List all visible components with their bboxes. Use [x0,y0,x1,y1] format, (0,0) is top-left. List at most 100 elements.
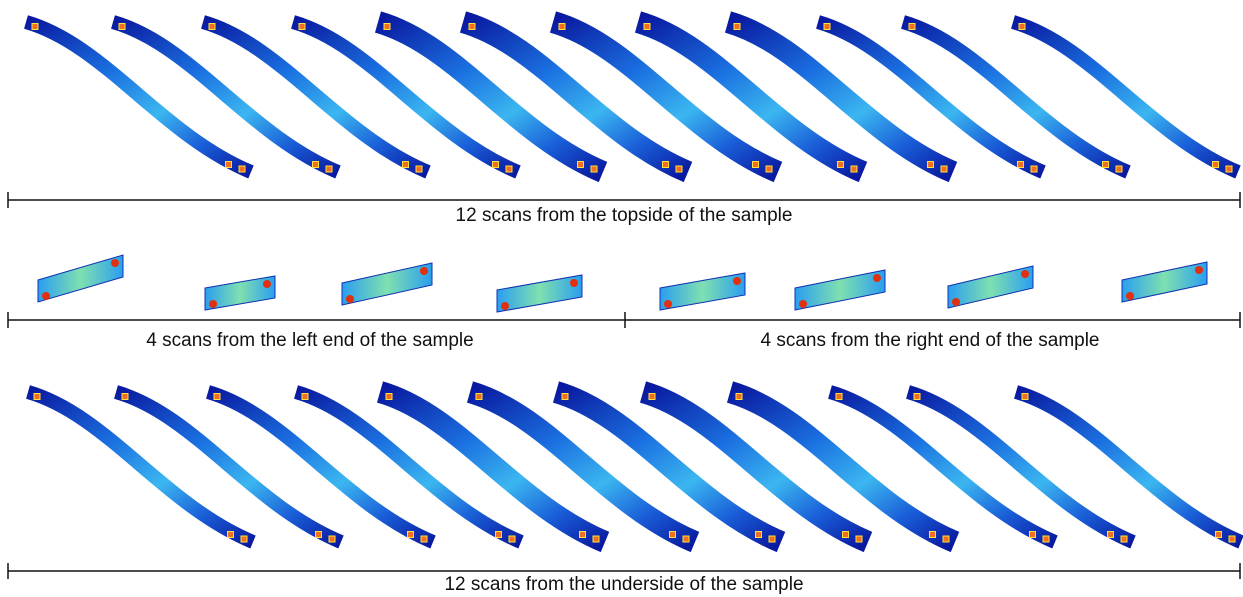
marker [493,162,499,168]
marker [239,166,245,172]
marker [580,532,586,538]
marker [1213,162,1219,168]
marker [952,298,960,306]
topside-scans [26,22,1238,172]
marker [302,394,308,400]
marker [403,162,409,168]
marker [649,394,655,400]
marker [313,162,319,168]
marker [241,536,247,542]
marker [228,532,234,538]
marker [226,162,232,168]
marker [838,162,844,168]
marker [578,162,584,168]
marker [856,536,862,542]
marker [1022,394,1028,400]
marker [506,166,512,172]
scan-strip [208,392,433,542]
marker [1043,536,1049,542]
marker [496,532,502,538]
marker [1030,532,1036,538]
marker [1018,162,1024,168]
marker [408,532,414,538]
marker [469,24,475,30]
marker [209,300,217,308]
marker [1108,532,1114,538]
marker [501,302,509,310]
marker [593,536,599,542]
marker [1021,270,1029,278]
marker [111,259,119,267]
scan-strip [1013,22,1238,172]
underside-scans [28,392,1241,542]
marker [509,536,515,542]
end-scan [795,270,885,310]
marker [836,394,842,400]
marker [559,24,565,30]
scan-strip [1016,392,1241,542]
marker [122,394,128,400]
marker [214,394,220,400]
marker [421,536,427,542]
marker [1019,24,1025,30]
marker [420,267,428,275]
scan-strip [28,392,253,542]
marker [941,166,947,172]
marker [119,24,125,30]
marker [683,536,689,542]
marker [1031,166,1037,172]
caption: 12 scans from the underside of the sampl… [444,574,803,595]
marker [384,24,390,30]
marker [676,166,682,172]
marker [1229,536,1235,542]
marker [736,394,742,400]
marker [299,24,305,30]
marker [1216,532,1222,538]
marker [664,300,672,308]
marker [1195,266,1203,274]
marker [1126,292,1134,300]
marker [386,394,392,400]
marker [1116,166,1122,172]
bracket [8,312,1240,328]
marker [32,24,38,30]
marker [909,24,915,30]
marker [663,162,669,168]
marker [570,279,578,287]
marker [329,536,335,542]
marker [766,166,772,172]
marker [943,536,949,542]
marker [733,277,741,285]
marker [843,532,849,538]
end-scan [1122,262,1207,302]
marker [316,532,322,538]
marker [209,24,215,30]
marker [591,166,597,172]
marker [914,394,920,400]
marker [562,394,568,400]
marker [873,274,881,282]
marker [1103,162,1109,168]
end-scan [342,263,432,305]
marker [1121,536,1127,542]
marker [34,394,40,400]
marker [756,532,762,538]
marker [326,166,332,172]
end-scan [948,266,1033,308]
marker [1226,166,1232,172]
marker [851,166,857,172]
marker [753,162,759,168]
marker [824,24,830,30]
caption: 12 scans from the topside of the sample [456,205,793,226]
marker [263,280,271,288]
marker [416,166,422,172]
end-scan [660,273,745,310]
end-scan [38,255,123,302]
caption: 4 scans from the left end of the sample [146,330,473,351]
end-scans [38,255,1207,312]
marker [799,300,807,308]
caption: 4 scans from the right end of the sample [760,330,1099,351]
figure: 12 scans from the topside of the sample … [0,0,1243,597]
end-scan [497,275,582,312]
marker [346,295,354,303]
